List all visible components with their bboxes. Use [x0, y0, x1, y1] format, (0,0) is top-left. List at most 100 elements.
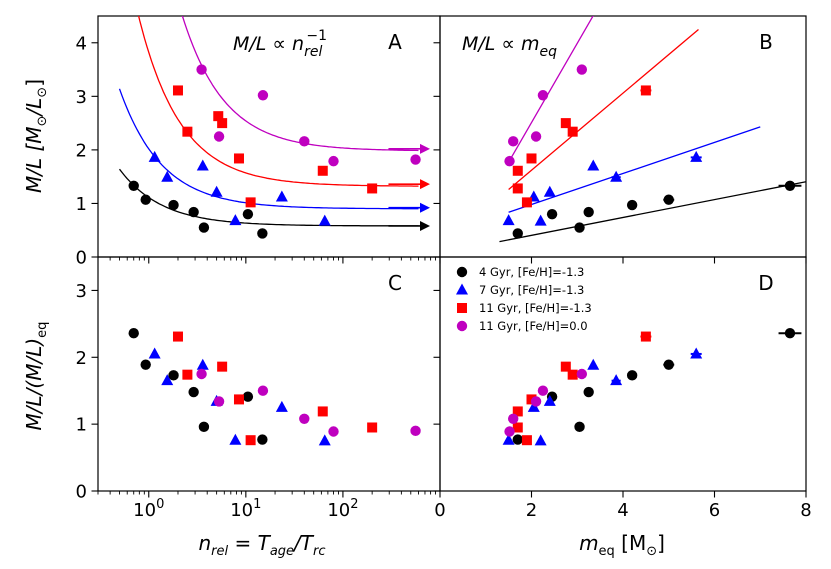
- data-point: [784, 180, 796, 191]
- data-point: [583, 386, 594, 398]
- xlabel-unit: [M: [615, 531, 646, 555]
- data-point: [196, 159, 209, 171]
- data-point: [217, 118, 228, 129]
- data-point: [275, 400, 288, 412]
- annotation-b: M/L ∝ meq: [462, 33, 557, 60]
- data-point: [128, 180, 139, 191]
- data-point: [188, 206, 199, 218]
- data-point: [663, 359, 674, 370]
- y-tick-label: 3: [76, 281, 87, 302]
- legend: 4 Gyr, [Fe/H]=-1.3 7 Gyr, [Fe/H]=-1.3 11 G…: [456, 265, 592, 333]
- xlabel-sub: age: [270, 544, 294, 559]
- y-tick-label: 2: [76, 140, 87, 161]
- ylabel-sub: eq: [35, 322, 50, 338]
- data-point: [245, 197, 256, 208]
- data-point: [587, 159, 600, 171]
- data-point: [537, 90, 549, 101]
- data-point: [690, 150, 703, 162]
- ylabel-mid: /L: [22, 98, 46, 118]
- data-point: [140, 194, 151, 205]
- legend-label: 4 Gyr, [Fe/H]=-1.3: [479, 265, 584, 279]
- data-point: [213, 396, 225, 407]
- data-point: [512, 165, 523, 176]
- x-tick-label: 6: [709, 500, 720, 521]
- ann-sup: −1: [306, 28, 327, 44]
- data-point: [504, 426, 515, 437]
- y-tick-label: 0: [76, 248, 87, 269]
- data-point: [168, 199, 179, 211]
- legend-label: 11 Gyr, [Fe/H]=0.0: [479, 319, 588, 333]
- data-point: [213, 131, 225, 142]
- panel-B: B M/L ∝ meq: [433, 15, 807, 264]
- data-point: [574, 222, 585, 233]
- data-point: [328, 426, 339, 437]
- data-point: [504, 155, 515, 167]
- data-point: [534, 434, 547, 446]
- ylabel-sub: ⊙: [35, 87, 50, 98]
- panel-b-data: [499, 16, 806, 243]
- data-point: [257, 385, 269, 396]
- data-point: [663, 194, 674, 205]
- data-point: [242, 391, 254, 402]
- data-point: [527, 400, 540, 412]
- fit-curve: [181, 16, 419, 152]
- ann-sub: eq: [540, 44, 558, 60]
- panel-a-data: [118, 16, 430, 239]
- fit-curve: [118, 168, 419, 227]
- data-point: [196, 368, 207, 380]
- x-tick-label: 100: [133, 497, 164, 521]
- ann-sub: rel: [304, 44, 322, 60]
- xlabel-end: ]: [657, 531, 665, 555]
- xlabel-m: m: [579, 531, 598, 555]
- y-tick-label: 1: [76, 415, 87, 436]
- arrow-head: [420, 202, 430, 213]
- data-point: [526, 153, 537, 164]
- legend-marker: [456, 283, 468, 295]
- x-tick-label: 101: [230, 497, 261, 521]
- ylabel-main: M/L [M: [22, 126, 46, 193]
- arrow-head: [420, 179, 430, 190]
- data-point: [512, 422, 523, 433]
- data-point: [610, 374, 623, 386]
- fit-line: [508, 16, 594, 163]
- data-point: [690, 347, 703, 359]
- data-point: [576, 64, 588, 75]
- data-point: [318, 214, 331, 226]
- annotation-a: M/L ∝ nrel−1: [233, 28, 327, 60]
- tick-exponent: 0: [156, 497, 164, 512]
- data-point: [512, 434, 523, 445]
- data-point: [217, 361, 228, 372]
- data-point: [560, 118, 571, 129]
- y-tick-label: 0: [76, 482, 87, 503]
- data-point: [196, 64, 207, 75]
- legend-label: 7 Gyr, [Fe/H]=-1.3: [479, 283, 584, 297]
- legend-marker: [456, 320, 468, 332]
- panel-letter-B: B: [759, 30, 773, 54]
- data-point: [299, 136, 310, 147]
- xlabel-n: n: [198, 531, 211, 555]
- panel-letter-A: A: [388, 30, 402, 54]
- x-axis-label-left: nrel = Tage/Trc: [198, 531, 325, 559]
- tick-base: 10: [230, 500, 253, 521]
- y-tick-label: 1: [76, 194, 87, 215]
- ylabel-main: M/L/(M/L): [22, 338, 46, 431]
- data-point: [229, 214, 242, 226]
- data-point: [140, 359, 151, 370]
- arrow-head: [420, 220, 430, 231]
- data-point: [410, 425, 421, 437]
- data-point: [640, 331, 651, 342]
- data-point: [196, 358, 209, 370]
- data-point: [521, 197, 532, 208]
- ann-main: M/L ∝ n: [233, 33, 304, 55]
- tick-base: 10: [133, 500, 156, 521]
- xlabel-sub: rc: [313, 544, 326, 559]
- data-point: [317, 406, 328, 417]
- data-point: [367, 422, 378, 433]
- fit-line: [508, 28, 699, 191]
- data-point: [182, 126, 193, 137]
- data-point: [537, 385, 549, 396]
- data-point: [610, 170, 623, 182]
- legend-marker: [456, 266, 468, 278]
